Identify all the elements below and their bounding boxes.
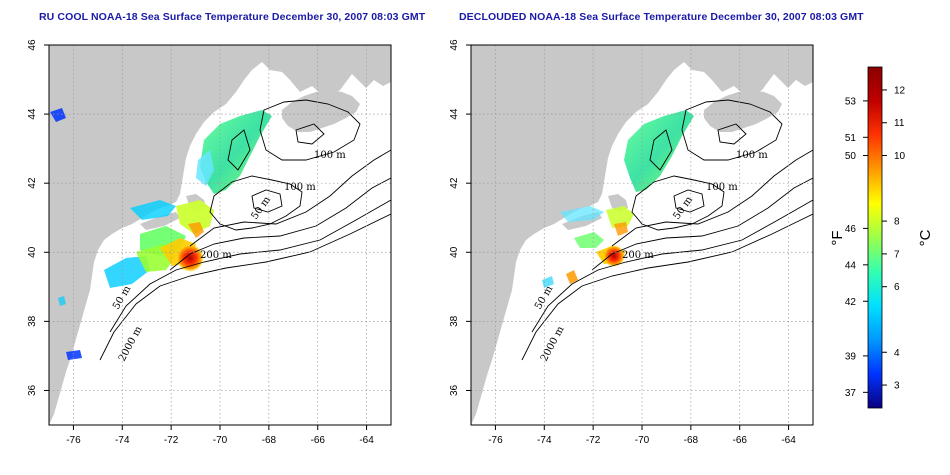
latitude-axis: 36 38 40 42 44 46 xyxy=(449,39,471,396)
right-panel-title: DECLOUDED NOAA-18 Sea Surface Temperatur… xyxy=(459,11,864,23)
fahrenheit-tick-label: 42 xyxy=(845,297,857,308)
celsius-tick-label: 10 xyxy=(894,151,906,162)
y-tick-label: 46 xyxy=(449,39,460,51)
x-tick-label: -66 xyxy=(310,435,325,446)
fahrenheit-tick-label: 53 xyxy=(845,96,857,107)
fahrenheit-tick-label: 51 xyxy=(845,133,857,144)
celsius-unit-label: °C xyxy=(917,229,934,246)
fahrenheit-unit-label: °F xyxy=(829,230,846,245)
contour-label: 100 m xyxy=(736,150,768,161)
sst-data-declouded xyxy=(542,110,694,288)
y-tick-label: 40 xyxy=(449,246,460,258)
bathymetry-contours xyxy=(521,99,813,361)
land-mass xyxy=(471,45,813,425)
celsius-tick-label: 6 xyxy=(894,282,900,293)
contour-label: 200 m xyxy=(622,250,654,261)
contour-label: 2000 m xyxy=(539,324,567,363)
y-tick-label: 44 xyxy=(27,108,38,120)
y-tick-label: 36 xyxy=(449,384,460,396)
celsius-tick-label: 3 xyxy=(894,381,900,392)
celsius-tick-label: 7 xyxy=(894,249,900,260)
latitude-axis: 36 38 40 42 44 46 xyxy=(27,39,49,396)
fahrenheit-scale: 53 51 50 46 44 42 39 37 xyxy=(845,96,868,399)
y-tick-label: 38 xyxy=(449,315,460,327)
fahrenheit-tick-label: 39 xyxy=(845,351,857,362)
contour-label: 200 m xyxy=(200,250,232,261)
celsius-tick-label: 8 xyxy=(894,217,900,228)
temperature-colorbar: 53 51 50 46 44 42 39 37 12 11 10 8 7 6 4 3 °F °C xyxy=(829,66,934,409)
contour-label: 100 m xyxy=(706,182,738,193)
celsius-tick-label: 12 xyxy=(894,85,906,96)
y-tick-label: 40 xyxy=(27,246,38,258)
y-tick-label: 44 xyxy=(449,108,460,120)
y-tick-label: 38 xyxy=(27,315,38,327)
fahrenheit-tick-label: 50 xyxy=(845,151,857,162)
left-panel-title: RU COOL NOAA-18 Sea Surface Temperature … xyxy=(39,11,426,23)
x-tick-label: -72 xyxy=(164,435,179,446)
celsius-scale: 12 11 10 8 7 6 4 3 xyxy=(882,85,906,392)
fahrenheit-tick-label: 37 xyxy=(845,388,857,399)
y-tick-label: 42 xyxy=(449,177,460,189)
x-tick-label: -76 xyxy=(488,435,503,446)
longitude-axis: -76 -74 -72 -70 -68 -66 -64 xyxy=(66,425,374,446)
left-map-panel: 100 m 100 m 50 m 200 m 50 m 2000 m -76 -7… xyxy=(27,39,392,446)
longitude-axis: -76 -74 -72 -70 -68 -66 -64 xyxy=(488,425,796,446)
contour-label: 2000 m xyxy=(117,324,145,363)
right-map-panel: 100 m 100 m 50 m 200 m 50 m 2000 m -76 -7… xyxy=(449,39,814,446)
celsius-tick-label: 4 xyxy=(894,348,900,359)
x-tick-label: -76 xyxy=(66,435,81,446)
nova-scotia-land xyxy=(704,90,782,132)
x-tick-label: -64 xyxy=(359,435,374,446)
x-tick-label: -72 xyxy=(586,435,601,446)
x-tick-label: -70 xyxy=(635,435,650,446)
fahrenheit-tick-label: 44 xyxy=(845,260,857,271)
fahrenheit-tick-label: 46 xyxy=(845,224,857,235)
y-tick-label: 46 xyxy=(27,39,38,51)
long-island-land xyxy=(140,212,180,230)
contour-label: 100 m xyxy=(314,150,346,161)
contour-label: 50 m xyxy=(671,194,695,222)
x-tick-label: -74 xyxy=(115,435,130,446)
bathymetry-contours xyxy=(99,99,391,361)
x-tick-label: -64 xyxy=(781,435,796,446)
x-tick-label: -66 xyxy=(732,435,747,446)
contour-label: 50 m xyxy=(249,194,273,222)
land-mass xyxy=(49,45,391,425)
x-tick-label: -68 xyxy=(684,435,699,446)
contour-label: 100 m xyxy=(284,182,316,193)
colorbar-gradient xyxy=(867,66,883,409)
x-tick-label: -74 xyxy=(537,435,552,446)
nova-scotia-land xyxy=(282,90,360,132)
y-tick-label: 36 xyxy=(27,384,38,396)
x-tick-label: -70 xyxy=(213,435,228,446)
y-tick-label: 42 xyxy=(27,177,38,189)
celsius-tick-label: 11 xyxy=(894,118,905,129)
x-tick-label: -68 xyxy=(262,435,277,446)
